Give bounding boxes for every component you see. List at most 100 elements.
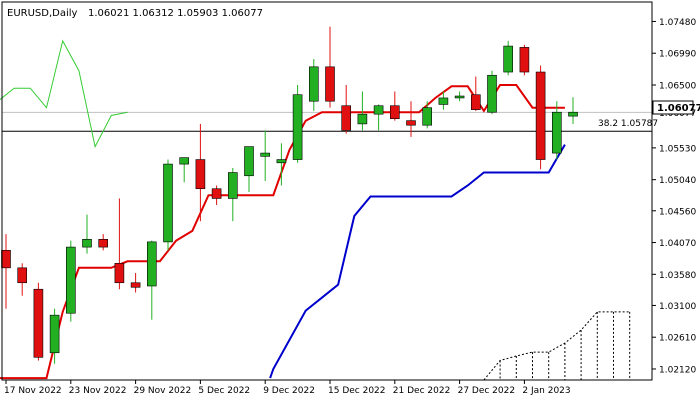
y-tick-label: 1.06500 [659, 81, 696, 91]
price-tag-box [652, 100, 694, 115]
candle [195, 123, 206, 222]
candle [406, 101, 416, 137]
candle-body [98, 239, 108, 248]
candle-body [292, 94, 303, 160]
candle-body [373, 105, 384, 115]
x-tick-label: 15 Dec 2022 [328, 386, 386, 396]
candle [373, 104, 384, 131]
y-tick-label: 1.07480 [659, 18, 696, 28]
candle [487, 70, 497, 115]
y-tick-label: 1.02120 [659, 365, 696, 375]
y-tick-label: 1.04070 [659, 239, 696, 249]
candle-body [33, 288, 44, 358]
candle [66, 240, 76, 322]
x-tick-label: 5 Dec 2022 [198, 386, 250, 396]
candle-body [519, 47, 530, 73]
candle [98, 234, 108, 251]
candle-body [470, 94, 481, 110]
candle [325, 26, 335, 108]
candle [82, 214, 92, 254]
candle [438, 91, 449, 110]
candle-body [260, 152, 271, 157]
ohlc-label: 1.06021 1.06312 1.05903 1.06077 [88, 8, 263, 19]
candle [260, 130, 271, 181]
ichimoku-cloud [483, 311, 631, 381]
candle-body [49, 314, 60, 354]
candle-body [82, 239, 92, 248]
candle [503, 40, 514, 76]
x-tick-label: 27 Dec 2022 [458, 386, 515, 396]
x-tick-label: 2 Jan 2023 [522, 386, 570, 396]
candle [519, 44, 530, 76]
candle [389, 91, 400, 121]
candle [211, 185, 222, 205]
candle [228, 167, 238, 222]
candle-body [454, 95, 465, 99]
candle [244, 146, 254, 192]
candle [341, 84, 352, 134]
candle-body [357, 113, 368, 125]
candle [114, 198, 125, 290]
candle-body [276, 159, 287, 164]
candle-body [551, 111, 562, 154]
candle-body [147, 241, 157, 287]
candle-body [179, 157, 189, 165]
candle [179, 157, 189, 183]
candle-body [163, 163, 173, 243]
candle-body [17, 267, 28, 284]
candle-body [341, 105, 352, 131]
candle [357, 91, 368, 131]
symbol-label: EURUSD,Daily [7, 8, 78, 19]
candle-body [228, 172, 238, 199]
candle-body [130, 282, 141, 288]
plot-frame [1, 1, 653, 381]
x-tick-label: 29 Nov 2022 [134, 386, 192, 396]
candle-body [114, 262, 125, 284]
y-tick-label: 1.04560 [659, 207, 696, 217]
candle-body [568, 111, 578, 117]
candle-body [1, 250, 11, 269]
candle [49, 308, 60, 364]
candle [147, 240, 157, 320]
candle [33, 282, 44, 361]
candle-body [325, 66, 335, 102]
candle-body [244, 146, 254, 177]
y-tick-label: 1.05040 [659, 176, 696, 186]
candle-body [66, 246, 76, 314]
y-tick-label: 1.02610 [659, 334, 696, 344]
candle [17, 263, 28, 296]
blue-indicator-line [269, 144, 566, 379]
candle [276, 143, 287, 186]
x-tick-label: 23 Nov 2022 [69, 386, 127, 396]
candle-body [195, 159, 206, 190]
candle [551, 101, 562, 160]
candle [422, 101, 433, 129]
candle-body [211, 188, 222, 199]
candle-body [422, 107, 433, 126]
chikou-span-line [0, 39, 128, 149]
y-tick-label: 1.06990 [659, 50, 696, 60]
y-tick-label: 1.03580 [659, 271, 696, 281]
candle [470, 76, 481, 111]
candle-body [438, 97, 449, 105]
y-tick-label: 1.05530 [659, 144, 696, 154]
candle-body [503, 45, 514, 73]
x-tick-label: 17 Nov 2022 [4, 386, 62, 396]
candle [568, 97, 578, 124]
candle [308, 59, 319, 111]
candle-body [389, 105, 400, 120]
candle-body [535, 71, 546, 160]
candle [130, 273, 141, 293]
y-tick-label: 1.03100 [659, 302, 696, 312]
x-tick-label: 9 Dec 2022 [263, 386, 315, 396]
candle [535, 65, 546, 170]
fib-level-label: 38.2 1.05787 [598, 119, 658, 129]
candle [163, 159, 173, 251]
candle [292, 84, 303, 163]
candle [454, 91, 465, 102]
candle-body [308, 66, 319, 102]
candles [1, 26, 578, 364]
cloud-upper-edge [483, 311, 630, 381]
